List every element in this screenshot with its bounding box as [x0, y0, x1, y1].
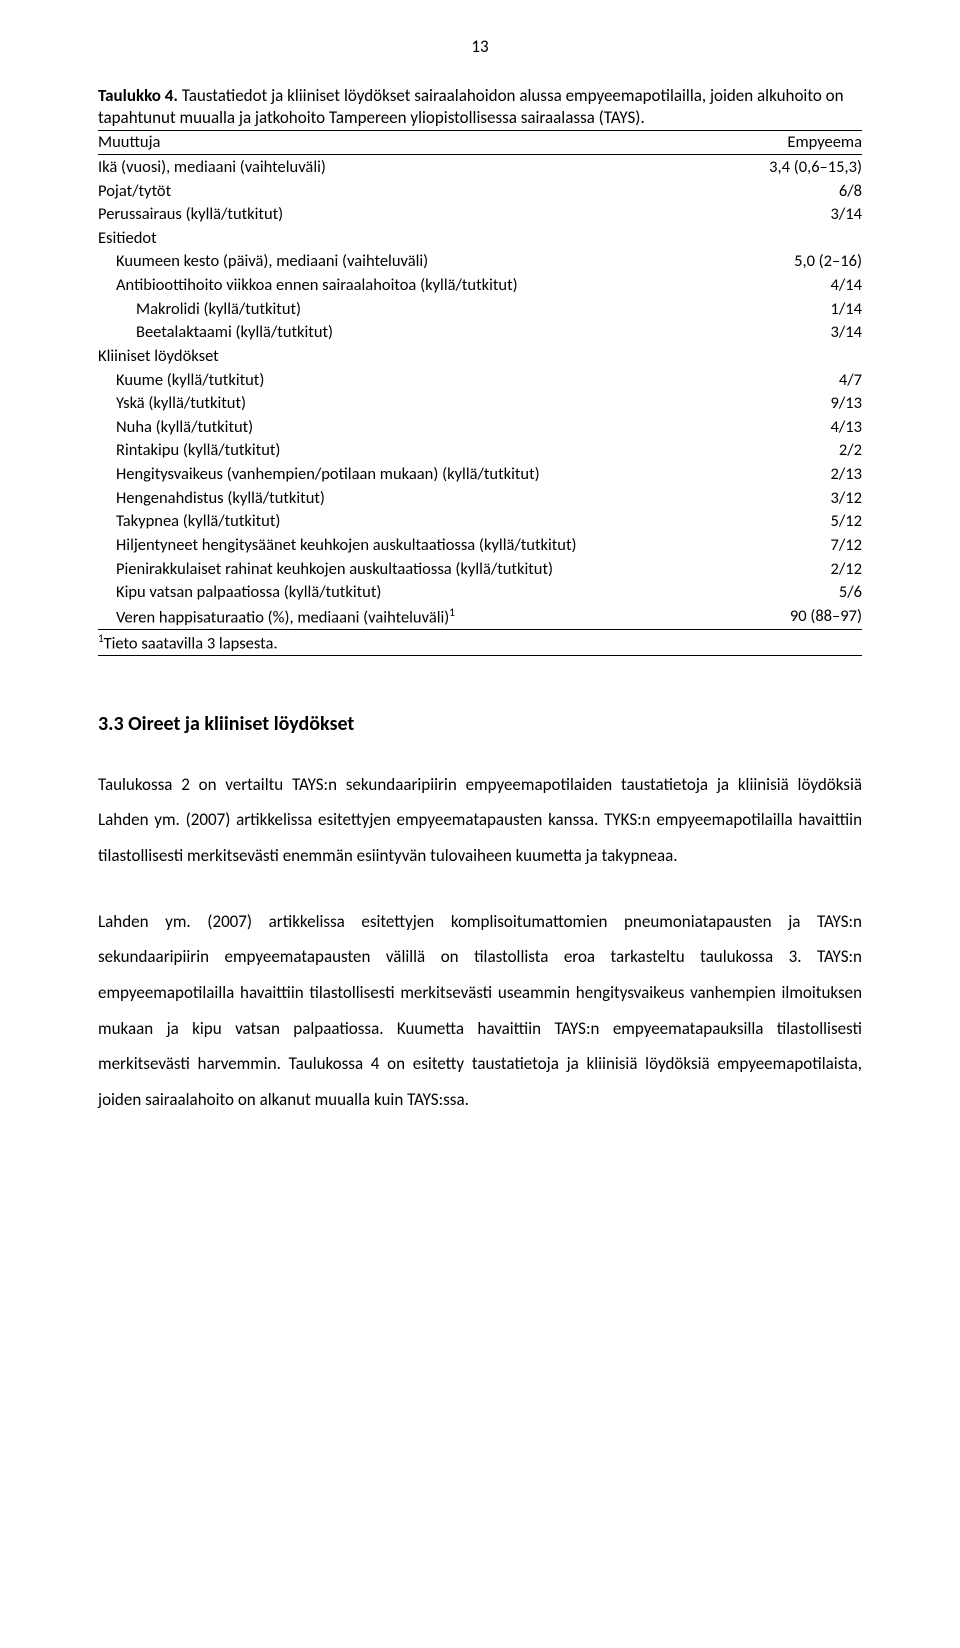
row-label: Kipu vatsan palpaatiossa (kyllä/tutkitut…	[98, 581, 724, 605]
row-label: Nuha (kyllä/tutkitut)	[98, 415, 724, 439]
row-value: 90 (88–97)	[724, 604, 862, 629]
header-label: Muuttuja	[98, 131, 724, 155]
row-value: 5/6	[724, 581, 862, 605]
row-value: 3/14	[724, 321, 862, 345]
row-value: 3/12	[724, 486, 862, 510]
body-text: Taulukossa 2 on vertailtu TAYS:n sekunda…	[98, 767, 862, 1118]
row-value: 5,0 (2–16)	[724, 250, 862, 274]
table-footnote-rule	[98, 655, 862, 656]
row-value: 7/12	[724, 533, 862, 557]
table-row: Pojat/tytöt6/8	[98, 179, 862, 203]
table-row: Antibioottihoito viikkoa ennen sairaalah…	[98, 274, 862, 298]
row-value	[724, 226, 862, 250]
row-value: 4/13	[724, 415, 862, 439]
row-label: Yskä (kyllä/tutkitut)	[98, 392, 724, 416]
row-label: Kliiniset löydökset	[98, 344, 724, 368]
header-value: Empyeema	[724, 131, 862, 155]
row-value: 4/7	[724, 368, 862, 392]
row-value: 2/2	[724, 439, 862, 463]
table-row: Kuume (kyllä/tutkitut)4/7	[98, 368, 862, 392]
data-table-body: Ikä (vuosi), mediaani (vaihteluväli)3,4 …	[98, 155, 862, 629]
table-row: Esitiedot	[98, 226, 862, 250]
page-number: 13	[98, 36, 862, 57]
table-caption: Taulukko 4. Taustatiedot ja kliiniset lö…	[98, 85, 862, 128]
table-row: Kipu vatsan palpaatiossa (kyllä/tutkitut…	[98, 581, 862, 605]
table-row: Ikä (vuosi), mediaani (vaihteluväli)3,4 …	[98, 155, 862, 179]
table-bottom-rule	[98, 629, 862, 630]
table-row: Hengitysvaikeus (vanhempien/potilaan muk…	[98, 463, 862, 487]
table-row: Veren happisaturaatio (%), mediaani (vai…	[98, 604, 862, 629]
table-row: Kliiniset löydökset	[98, 344, 862, 368]
header-row-table: Muuttuja Empyeema	[98, 131, 862, 155]
row-value: 3,4 (0,6–15,3)	[724, 155, 862, 179]
row-label: Kuumeen kesto (päivä), mediaani (vaihtel…	[98, 250, 724, 274]
section-heading: 3.3 Oireet ja kliiniset löydökset	[98, 712, 862, 737]
row-value: 9/13	[724, 392, 862, 416]
footnote-text: Tieto saatavilla 3 lapsesta.	[104, 634, 278, 654]
row-label-sup: 1	[449, 606, 455, 619]
row-label: Hengitysvaikeus (vanhempien/potilaan muk…	[98, 463, 724, 487]
row-value: 4/14	[724, 274, 862, 298]
row-label: Hengenahdistus (kyllä/tutkitut)	[98, 486, 724, 510]
table-row: Kuumeen kesto (päivä), mediaani (vaihtel…	[98, 250, 862, 274]
row-value: 3/14	[724, 203, 862, 227]
table-caption-bold: Taulukko 4.	[98, 85, 178, 106]
row-value: 1/14	[724, 297, 862, 321]
row-label: Pojat/tytöt	[98, 179, 724, 203]
table-row: Nuha (kyllä/tutkitut)4/13	[98, 415, 862, 439]
row-value	[724, 344, 862, 368]
row-label: Rintakipu (kyllä/tutkitut)	[98, 439, 724, 463]
table-row: Hiljentyneet hengitysäänet keuhkojen aus…	[98, 533, 862, 557]
row-label: Takypnea (kyllä/tutkitut)	[98, 510, 724, 534]
row-value: 5/12	[724, 510, 862, 534]
table-row: Yskä (kyllä/tutkitut)9/13	[98, 392, 862, 416]
paragraph: Lahden ym. (2007) artikkelissa esitettyj…	[98, 904, 862, 1118]
row-value: 2/12	[724, 557, 862, 581]
row-label: Esitiedot	[98, 226, 724, 250]
table-footnote: 1Tieto saatavilla 3 lapsesta.	[98, 632, 862, 654]
row-label: Beetalaktaami (kyllä/tutkitut)	[98, 321, 724, 345]
table-caption-text: Taustatiedot ja kliiniset löydökset sair…	[98, 85, 844, 127]
row-value: 6/8	[724, 179, 862, 203]
paragraph: Taulukossa 2 on vertailtu TAYS:n sekunda…	[98, 767, 862, 874]
table-header-row: Muuttuja Empyeema	[98, 131, 862, 155]
row-label: Makrolidi (kyllä/tutkitut)	[98, 297, 724, 321]
row-label: Ikä (vuosi), mediaani (vaihteluväli)	[98, 155, 724, 179]
table-row: Pienirakkulaiset rahinat keuhkojen ausku…	[98, 557, 862, 581]
row-label: Hiljentyneet hengitysäänet keuhkojen aus…	[98, 533, 724, 557]
table-row: Beetalaktaami (kyllä/tutkitut)3/14	[98, 321, 862, 345]
row-label: Perussairaus (kyllä/tutkitut)	[98, 203, 724, 227]
table-row: Makrolidi (kyllä/tutkitut)1/14	[98, 297, 862, 321]
row-value: 2/13	[724, 463, 862, 487]
table-row: Rintakipu (kyllä/tutkitut)2/2	[98, 439, 862, 463]
row-label: Pienirakkulaiset rahinat keuhkojen ausku…	[98, 557, 724, 581]
table-row: Perussairaus (kyllä/tutkitut)3/14	[98, 203, 862, 227]
table-row: Hengenahdistus (kyllä/tutkitut)3/12	[98, 486, 862, 510]
row-label: Veren happisaturaatio (%), mediaani (vai…	[98, 604, 724, 629]
table-row: Takypnea (kyllä/tutkitut)5/12	[98, 510, 862, 534]
row-label: Kuume (kyllä/tutkitut)	[98, 368, 724, 392]
row-label: Antibioottihoito viikkoa ennen sairaalah…	[98, 274, 724, 298]
